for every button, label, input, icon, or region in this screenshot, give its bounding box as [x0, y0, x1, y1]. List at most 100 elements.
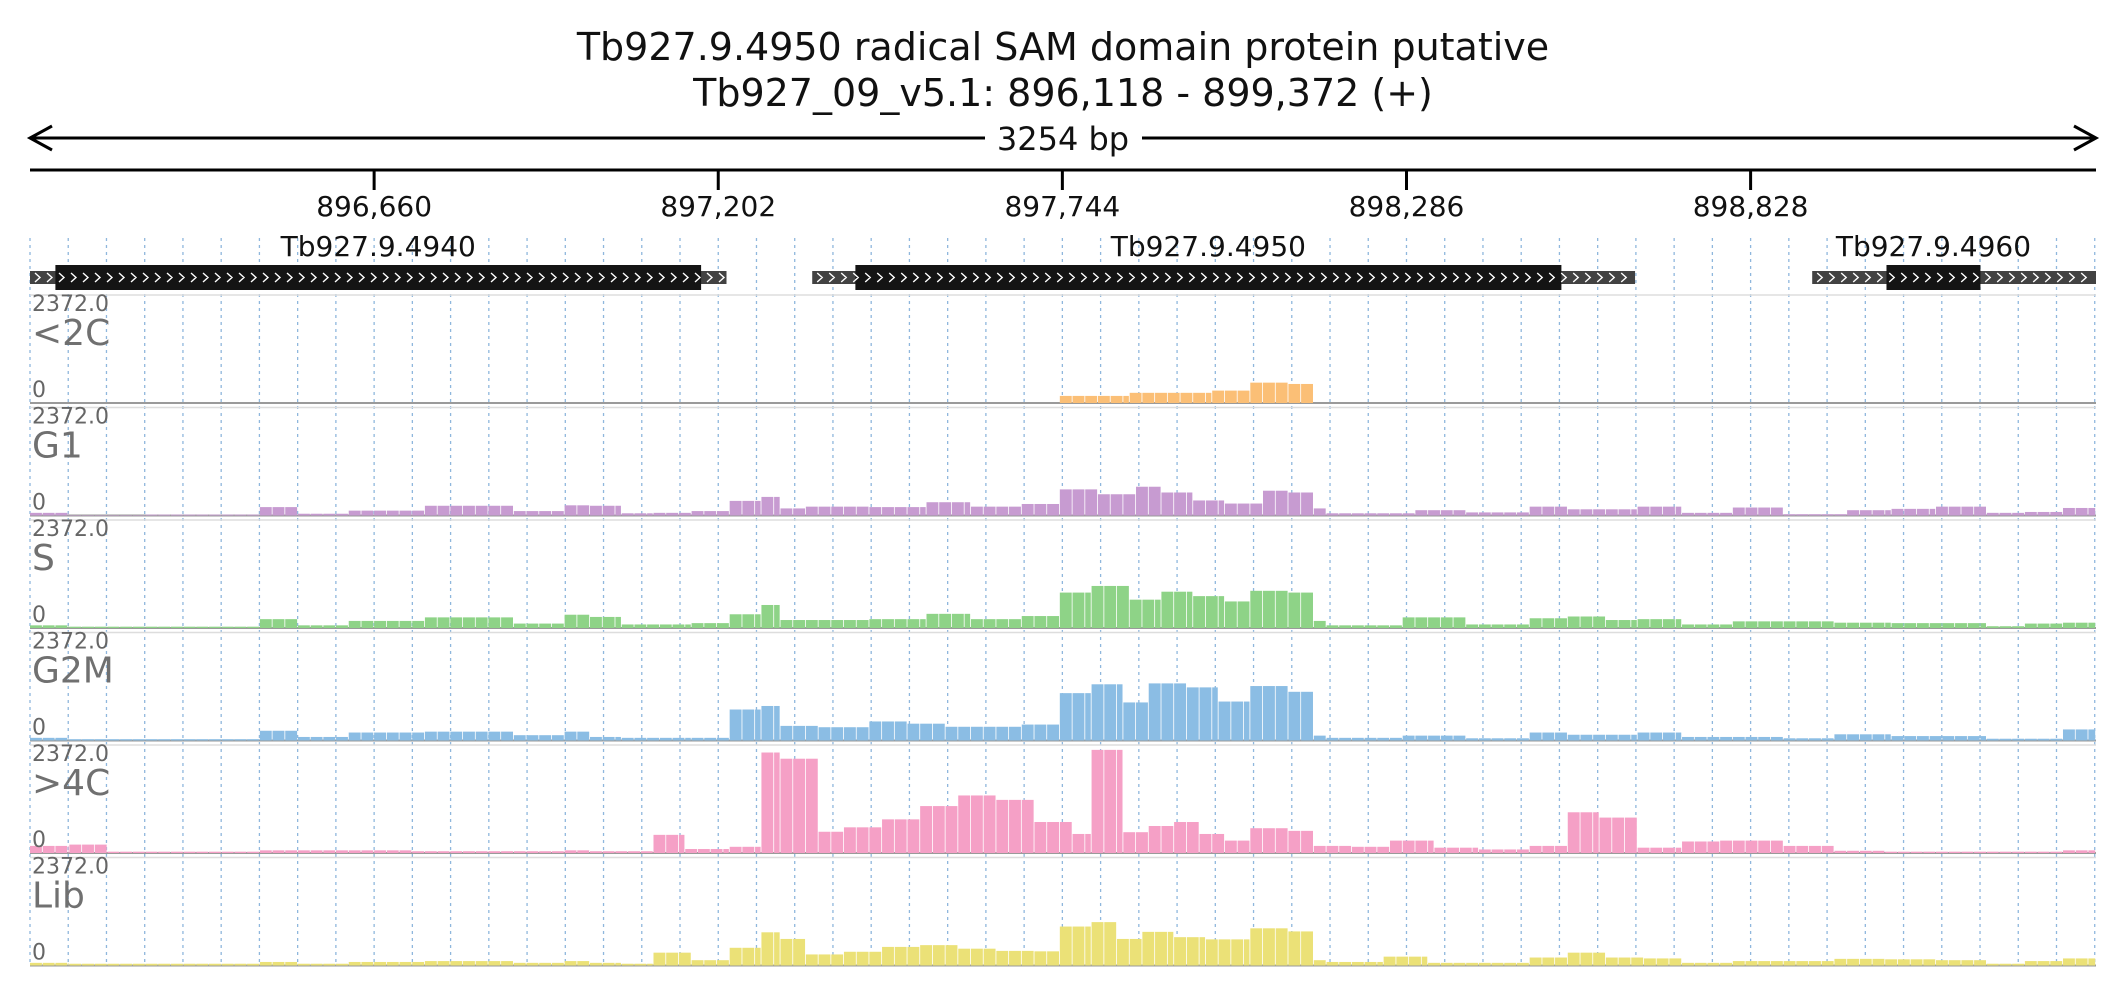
coverage-bar: [1770, 961, 1783, 966]
coverage-bar: [2062, 729, 2075, 741]
coverage-bar: [869, 721, 882, 741]
coverage-bar: [424, 731, 437, 741]
coverage-bar: [1720, 512, 1733, 516]
coverage-bar: [1847, 850, 1860, 853]
coverage-bar: [1580, 509, 1593, 516]
coverage-bar: [1389, 625, 1402, 628]
coverage-bar: [259, 730, 272, 741]
coverage-bar: [336, 513, 348, 516]
coverage-bar: [1186, 591, 1193, 628]
coverage-bar: [170, 514, 183, 516]
coverage-bar: [1116, 938, 1129, 966]
coverage-bar: [1123, 702, 1136, 741]
coverage-bar: [685, 624, 691, 628]
coverage-bar: [1205, 596, 1218, 628]
coverage-bar: [1129, 392, 1142, 403]
coverage-bar: [602, 736, 615, 741]
coverage-bar: [1186, 822, 1199, 853]
coverage-bar: [234, 851, 247, 853]
coverage-bar: [1580, 812, 1593, 853]
coverage-bar: [348, 620, 361, 628]
coverage-bar: [1059, 926, 1072, 966]
coverage-bar: [1859, 958, 1872, 966]
gene-track: Tb927.9.4940 Tb927.9.4950 Tb927.9.4960: [30, 230, 2096, 290]
coverage-bar: [666, 834, 679, 853]
coverage-bar: [932, 723, 945, 741]
coverage-bar: [1275, 490, 1288, 516]
coverage-bar: [1675, 732, 1682, 741]
coverage-bar: [1262, 928, 1275, 966]
gene-model: Tb927.9.4960: [1812, 230, 2096, 290]
coverage-bar: [621, 963, 634, 966]
coverage-bar: [209, 626, 221, 628]
coverage-bar: [1961, 851, 1974, 853]
coverage-bar: [1783, 514, 1796, 516]
coverage-bar: [685, 737, 691, 741]
coverage-bar: [1745, 961, 1758, 966]
coverage-bar: [386, 620, 399, 628]
chart-subtitle: Tb927_09_v5.1: 896,118 - 899,372 (+): [692, 71, 1433, 115]
coverage-bar: [1091, 749, 1104, 853]
coverage-bar: [183, 739, 196, 741]
track-min-label: 0: [32, 378, 46, 403]
coverage-bar: [805, 954, 818, 966]
coverage-bar: [1948, 960, 1961, 966]
coverage-bar: [450, 961, 463, 966]
coverage-bar: [386, 961, 399, 966]
gene-label: Tb927.9.4940: [280, 230, 476, 263]
coverage-bar: [196, 514, 209, 516]
coverage-bar: [55, 737, 68, 741]
coverage-bar: [94, 963, 107, 966]
track-max-label: 2372.0: [32, 517, 109, 542]
coverage-bar: [1491, 738, 1504, 741]
coverage-bar: [774, 752, 780, 853]
coverage-bar: [412, 510, 425, 516]
coverage-track: 2372.0G1 0: [30, 405, 2096, 517]
coverage-bar: [1605, 620, 1618, 628]
coverage-bar: [755, 846, 761, 853]
coverage-bar: [1904, 623, 1917, 628]
coverage-bar: [1218, 939, 1231, 966]
coverage-bar: [107, 963, 120, 966]
coverage-bar: [551, 623, 564, 628]
coverage-bar: [1859, 850, 1872, 853]
coverage-bar: [805, 725, 818, 741]
coverage-bar: [1231, 701, 1244, 741]
coverage-bar: [1085, 395, 1098, 403]
coverage-bar: [589, 962, 602, 966]
coverage-bar: [501, 617, 514, 628]
coverage-bar: [970, 726, 983, 741]
coverage-bar: [1104, 585, 1117, 628]
coverage-bar: [1205, 392, 1212, 403]
coverage-bar: [1339, 961, 1352, 966]
coverage-bar: [710, 849, 723, 853]
coverage-bar: [843, 951, 856, 966]
coverage-bar: [1383, 956, 1396, 966]
coverage-bar: [2050, 511, 2063, 516]
coverage-bar: [348, 850, 361, 853]
coverage-bar: [2037, 851, 2050, 853]
coverage-bar: [1301, 492, 1313, 516]
coverage-bar: [1872, 510, 1885, 516]
coverage-bar: [1942, 736, 1955, 741]
coverage-bar: [463, 617, 475, 628]
track-max-label: 2372.0: [32, 855, 109, 880]
coverage-bar: [945, 726, 958, 741]
coverage-bar: [259, 850, 272, 853]
coverage-bar: [1986, 626, 1999, 628]
coverage-bar: [1916, 736, 1929, 741]
coverage-bar: [1834, 850, 1847, 853]
coverage-bar: [1250, 503, 1263, 516]
coverage-bar: [2050, 623, 2063, 628]
coverage-bar: [1529, 845, 1542, 853]
coverage-bar: [1529, 506, 1542, 516]
coverage-bar: [780, 620, 793, 628]
coverage-bar: [780, 938, 793, 966]
track-max-label: 2372.0: [32, 292, 109, 317]
coverage-bar: [742, 500, 755, 516]
coverage-bar: [323, 850, 336, 853]
coverage-bar: [1326, 737, 1339, 741]
coverage-bar: [1097, 395, 1110, 403]
coverage-bar: [374, 732, 387, 741]
